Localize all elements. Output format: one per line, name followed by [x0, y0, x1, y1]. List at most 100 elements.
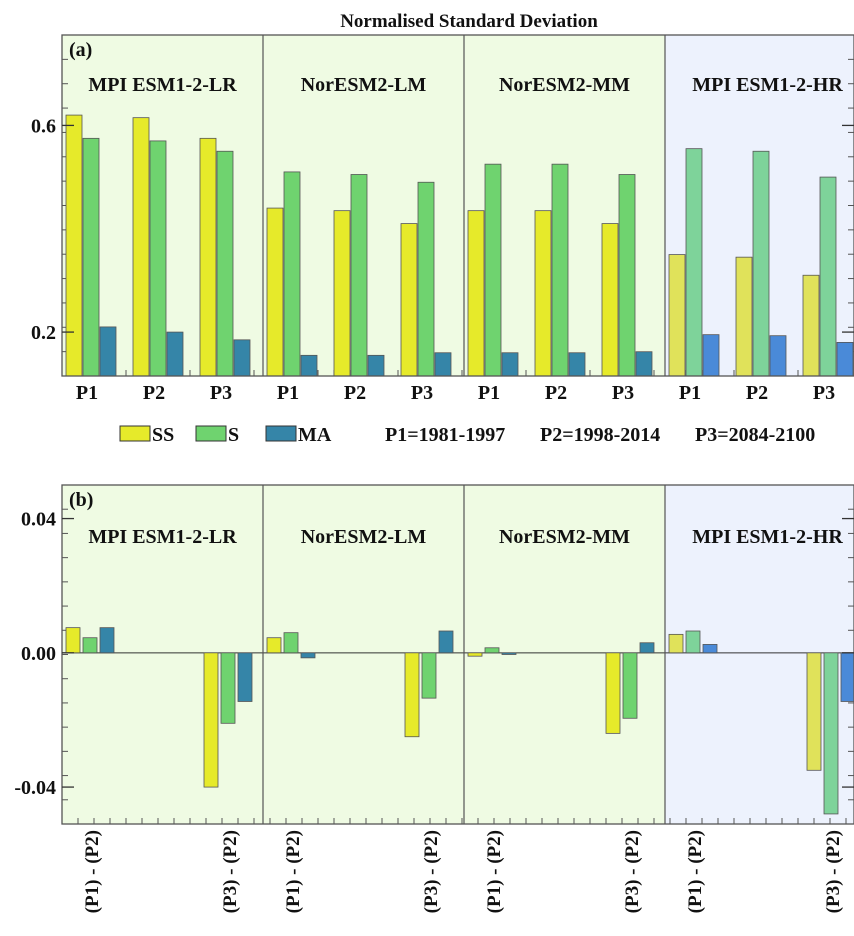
legend: SS S MA P1=1981-1997 P2=1998-2014 P3=208…	[119, 424, 815, 446]
panel-frame	[61, 34, 854, 377]
bar-ss-noresm2-lm-p1	[266, 207, 284, 377]
bar-s-noresm2-mm-p1	[484, 163, 502, 377]
bar-ss-mpi-esm1-2-hr-p1	[668, 254, 686, 377]
bar-s-noresm2-lm-p3	[417, 181, 435, 377]
bar-ma-mpi-esm1-2-hr-p2	[769, 335, 787, 377]
legend-label-s: S	[228, 424, 239, 446]
bar-ma-mpi-esm1-2-hr-p1	[702, 334, 720, 377]
bar-ma-mpi-esm1-2-lr-p3-p2	[237, 652, 253, 702]
bar-ma-noresm2-mm-p1	[501, 352, 519, 377]
x-tick-label-p3: P3	[813, 382, 835, 404]
model-name-noresm2-lm: NorESM2-LM	[301, 526, 427, 548]
x-tick-label-p1: P1	[478, 382, 500, 404]
bar-s-mpi-esm1-2-hr-p1-p2	[685, 630, 701, 654]
bar-ma-mpi-esm1-2-lr-p2	[166, 331, 184, 377]
bar-ma-noresm2-mm-p3	[635, 351, 653, 377]
bar-s-mpi-esm1-2-lr-p1-p2	[82, 637, 98, 654]
bar-s-mpi-esm1-2-lr-p1	[82, 137, 100, 377]
bar-ss-noresm2-lm-p1-p2	[266, 637, 282, 654]
x-tick-label-p2: P2	[143, 382, 165, 404]
model-name-noresm2-lm: NorESM2-LM	[301, 74, 427, 96]
bar-ma-noresm2-lm-p3-p2	[438, 630, 454, 654]
bar-ma-mpi-esm1-2-hr-p3-p2	[840, 652, 854, 702]
legend-swatch-ma	[265, 425, 297, 442]
period-note-p3: P3=2084-2100	[695, 424, 815, 446]
x-tick-label-p2: P2	[344, 382, 366, 404]
x-tick-label-p3-p2: (P3) - (P2)	[823, 830, 844, 913]
bar-ma-mpi-esm1-2-hr-p1-p2	[702, 644, 718, 654]
panel-b: -0.04 0.00 0.04 (b) MPI ESM1-2-LR NorESM2-LM N…	[14, 484, 854, 913]
bar-ma-noresm2-mm-p2	[568, 352, 586, 377]
x-tick-label-p3: P3	[411, 382, 433, 404]
bar-ma-noresm2-lm-p1	[300, 354, 318, 377]
chart-title: Normalised Standard Deviation	[340, 11, 598, 32]
x-tick-label-p1-p2: (P1) - (P2)	[283, 830, 304, 913]
y-tick-label: -0.04	[14, 777, 56, 799]
x-tick-label-p1-p2: (P1) - (P2)	[484, 830, 505, 913]
bar-ss-mpi-esm1-2-lr-p1-p2	[65, 627, 81, 654]
x-tick-label-p3: P3	[210, 382, 232, 404]
panel-label: (b)	[69, 489, 93, 511]
bar-ss-noresm2-lm-p2	[333, 210, 351, 377]
panel-a: 0.2 0.6 (a) MPI ESM1-2-LR NorESM2-LM NorESM2-…	[31, 34, 854, 404]
bar-s-noresm2-mm-p1-p2	[484, 647, 500, 654]
model-name-mpi-esm1-2-lr: MPI ESM1-2-LR	[88, 526, 237, 548]
legend-swatch-ss	[119, 425, 151, 442]
legend-label-ss: SS	[152, 424, 174, 446]
bar-s-mpi-esm1-2-hr-p3	[819, 176, 837, 377]
x-tick-label-p2: P2	[545, 382, 567, 404]
bar-ma-noresm2-lm-p2	[367, 354, 385, 377]
bar-ma-mpi-esm1-2-lr-p3	[233, 339, 251, 377]
x-tick-label-p3-p2: (P3) - (P2)	[421, 830, 442, 913]
model-name-mpi-esm1-2-hr: MPI ESM1-2-HR	[692, 74, 843, 96]
period-note-p2: P2=1998-2014	[540, 424, 660, 446]
x-tick-label-p3: P3	[612, 382, 634, 404]
panel-label: (a)	[69, 39, 92, 61]
y-tick-label: 0.2	[31, 322, 56, 344]
panel-background-mpi-esm1-2-hr	[665, 485, 854, 824]
bar-ss-noresm2-lm-p3	[400, 223, 418, 377]
x-tick-label-p1-p2: (P1) - (P2)	[685, 830, 706, 913]
y-tick-label: 0.04	[21, 509, 56, 531]
bar-ma-mpi-esm1-2-lr-p1-p2	[99, 627, 115, 654]
bar-ss-mpi-esm1-2-lr-p1	[65, 114, 83, 377]
period-note-p1: P1=1981-1997	[385, 424, 505, 446]
bar-ss-noresm2-mm-p3-p2	[605, 652, 621, 734]
bar-ma-noresm2-lm-p1-p2	[300, 652, 316, 659]
bar-ss-mpi-esm1-2-hr-p3	[802, 274, 820, 377]
panel-frame	[61, 484, 854, 825]
x-tick-label-p1: P1	[679, 382, 701, 404]
bar-ss-noresm2-mm-p3	[601, 223, 619, 377]
bar-s-mpi-esm1-2-lr-p2	[149, 140, 167, 377]
x-tick-label-p2: P2	[746, 382, 768, 404]
y-tick-label: 0.00	[21, 643, 56, 665]
bar-ma-mpi-esm1-2-lr-p1	[99, 326, 117, 377]
x-tick-label-p1-p2: (P1) - (P2)	[82, 830, 103, 913]
legend-label-ma: MA	[298, 424, 332, 446]
x-tick-label-p1: P1	[277, 382, 299, 404]
bar-ss-noresm2-mm-p1-p2	[467, 652, 483, 657]
bar-ss-mpi-esm1-2-hr-p1-p2	[668, 633, 684, 654]
bar-s-noresm2-mm-p3	[618, 174, 636, 377]
bar-ss-noresm2-mm-p1	[467, 210, 485, 377]
bar-ma-mpi-esm1-2-hr-p3	[836, 342, 854, 377]
model-name-noresm2-mm: NorESM2-MM	[499, 74, 630, 96]
bar-s-noresm2-mm-p3-p2	[622, 652, 638, 719]
model-name-mpi-esm1-2-hr: MPI ESM1-2-HR	[692, 526, 843, 548]
y-tick-label: 0.6	[31, 115, 56, 137]
bar-ss-mpi-esm1-2-lr-p2	[132, 117, 150, 377]
bar-s-mpi-esm1-2-hr-p3-p2	[823, 652, 839, 815]
bar-ma-noresm2-lm-p3	[434, 352, 452, 377]
bar-ss-noresm2-mm-p2	[534, 210, 552, 377]
bar-s-mpi-esm1-2-hr-p1	[685, 148, 703, 377]
bar-s-mpi-esm1-2-hr-p2	[752, 150, 770, 377]
bar-s-noresm2-lm-p1	[283, 171, 301, 377]
bar-ss-mpi-esm1-2-hr-p2	[735, 256, 753, 377]
bar-ma-noresm2-mm-p1-p2	[501, 652, 517, 655]
bar-ss-mpi-esm1-2-lr-p3	[199, 137, 217, 377]
x-tick-label-p1: P1	[76, 382, 98, 404]
bar-s-noresm2-mm-p2	[551, 163, 569, 377]
model-name-mpi-esm1-2-lr: MPI ESM1-2-LR	[88, 74, 237, 96]
x-tick-label-p3-p2: (P3) - (P2)	[622, 830, 643, 913]
